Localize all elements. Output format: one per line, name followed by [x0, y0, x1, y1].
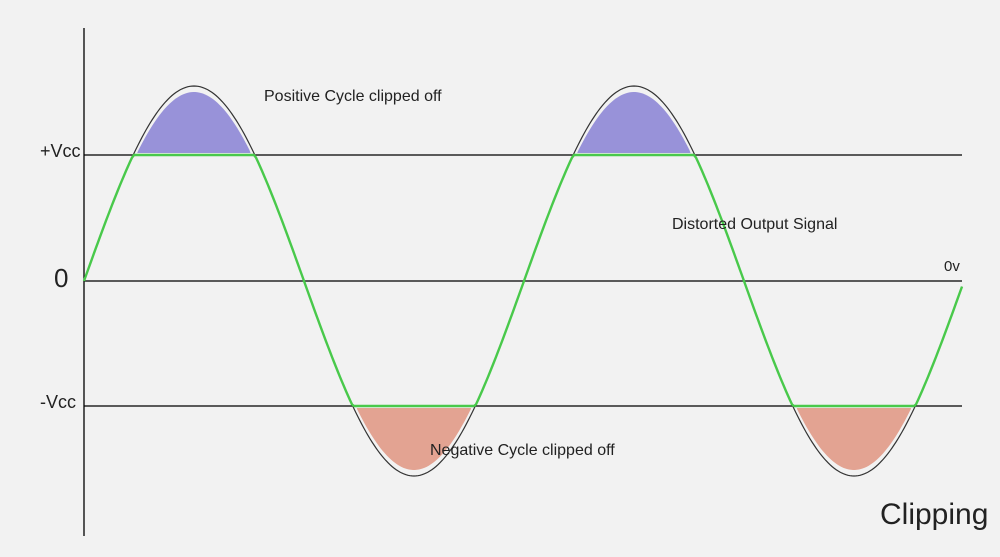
- clip-region-positive-0: [137, 92, 250, 153]
- label-positive-clip: Positive Cycle clipped off: [264, 88, 442, 106]
- label-zero: 0: [54, 263, 68, 294]
- plot-svg: [0, 0, 1000, 557]
- clip-region-positive-1: [577, 92, 690, 153]
- label-negative-clip: Negative Cycle clipped off: [430, 442, 615, 460]
- clipping-diagram: +Vcc -Vcc 0 Positive Cycle clipped off N…: [0, 0, 1000, 557]
- clip-region-negative-0: [357, 408, 471, 470]
- label-minus-vcc: -Vcc: [40, 392, 76, 413]
- label-distorted: Distorted Output Signal: [672, 216, 837, 234]
- label-zero-volt: 0v: [944, 258, 960, 275]
- label-plus-vcc: +Vcc: [40, 141, 81, 162]
- label-title: Clipping: [880, 498, 988, 532]
- clip-region-negative-1: [797, 408, 911, 470]
